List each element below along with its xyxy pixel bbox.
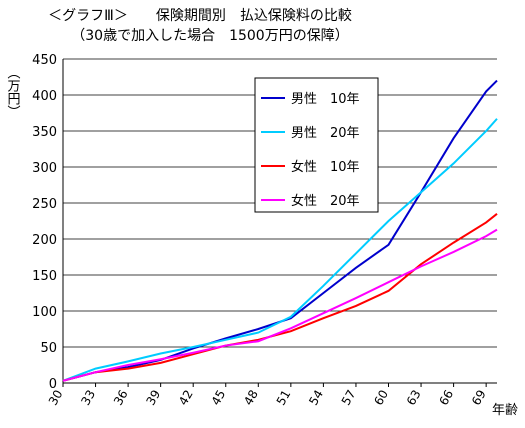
- x-tick-label: 54: [306, 388, 326, 408]
- x-tick-label: 45: [209, 388, 229, 408]
- series-line: [62, 213, 498, 382]
- x-tick-label: 51: [274, 388, 294, 408]
- y-tick-label: 350: [32, 125, 57, 140]
- x-tick-label: 69: [469, 388, 489, 408]
- chart-subtitle: （30歳で加入した場合 1500万円の保障）: [71, 28, 348, 44]
- x-tick-label: 60: [371, 388, 391, 408]
- y-tick-label: 0: [49, 377, 57, 392]
- x-tick-label: 30: [46, 388, 66, 408]
- legend-box: [254, 77, 379, 213]
- y-tick-label: 300: [32, 161, 57, 176]
- y-tick-label: 400: [32, 89, 57, 104]
- x-axis-label: 年齢: [492, 403, 518, 418]
- x-tick-label: 33: [78, 388, 98, 408]
- series-line: [62, 79, 498, 382]
- series-line: [62, 228, 498, 382]
- x-tick-label: 42: [176, 388, 196, 408]
- x-tick-label: 63: [404, 388, 424, 408]
- y-tick-label: 50: [40, 341, 57, 356]
- x-tick-label: 66: [436, 388, 456, 408]
- y-tick-label: 250: [32, 197, 57, 212]
- series-line: [62, 118, 498, 382]
- y-tick-label: 450: [32, 53, 57, 68]
- y-tick-label: 150: [32, 269, 57, 284]
- x-tick-label: 57: [339, 388, 359, 408]
- y-axis-label: （万円）: [5, 66, 21, 118]
- legend-label: 女性 10年: [291, 159, 360, 175]
- legend-label: 男性 20年: [291, 126, 360, 141]
- x-tick-label: 39: [143, 388, 163, 408]
- y-tick-label: 200: [32, 233, 57, 248]
- x-tick-label: 36: [111, 388, 131, 408]
- chart-title: ＜グラフⅢ＞ 保険期間別 払込保険料の比較: [48, 8, 352, 24]
- legend-label: 女性 20年: [291, 193, 360, 209]
- y-tick-label: 100: [32, 305, 57, 320]
- x-tick-label: 48: [241, 388, 261, 408]
- legend-label: 男性 10年: [291, 92, 360, 107]
